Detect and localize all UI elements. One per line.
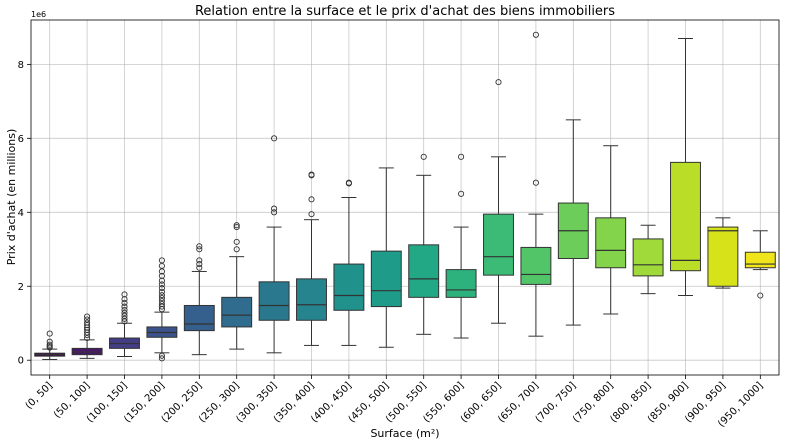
box-group <box>370 167 402 348</box>
outlier-point <box>158 297 165 305</box>
outlier-point <box>233 224 240 231</box>
box-group <box>632 224 664 295</box>
outlier-point <box>308 196 315 203</box>
outlier-point <box>158 285 165 292</box>
box <box>744 251 776 269</box>
outlier-point <box>458 190 465 197</box>
box <box>333 263 365 311</box>
outlier-point <box>121 299 128 306</box>
outlier-point <box>46 338 53 345</box>
box-group <box>109 291 140 358</box>
outlier-point <box>196 246 203 253</box>
box <box>258 281 290 321</box>
box <box>445 269 477 298</box>
x-tick-label: (0, 50] <box>24 380 55 411</box>
box <box>520 246 552 285</box>
box-group <box>520 31 552 337</box>
outlier-point <box>121 315 128 322</box>
box <box>707 226 739 287</box>
outlier-point <box>233 246 240 253</box>
y-axis-label: Prix d'achat (en millions) <box>5 129 18 266</box>
box-group <box>333 179 365 346</box>
box-group <box>595 145 627 315</box>
x-ticks: (0, 50](50, 100](100, 150](150, 200](200… <box>24 375 765 430</box>
outlier-point <box>84 319 91 326</box>
box-group <box>146 257 178 362</box>
y-tick-label: 6 <box>18 134 24 145</box>
outlier-point <box>345 179 352 186</box>
outlier-point <box>757 292 764 299</box>
outlier-point <box>121 309 128 316</box>
outlier-point <box>121 312 128 319</box>
box-group <box>221 222 253 350</box>
box <box>183 304 215 332</box>
box-group <box>258 135 290 354</box>
outlier-point <box>196 257 203 264</box>
outlier-point <box>158 292 165 299</box>
box-group <box>296 171 327 346</box>
box-group <box>557 119 589 326</box>
outlier-point <box>158 288 165 295</box>
outlier-point <box>158 352 165 359</box>
outlier-point <box>121 303 128 310</box>
box <box>408 244 440 298</box>
box <box>632 238 664 277</box>
box <box>670 161 701 272</box>
box-group <box>183 243 215 356</box>
outlier-point <box>121 291 128 298</box>
box-group <box>670 37 701 296</box>
box-group <box>34 330 66 360</box>
box-group <box>445 153 477 339</box>
outlier-point <box>308 211 315 218</box>
box <box>595 217 627 269</box>
box <box>221 296 253 328</box>
outlier-point <box>158 355 165 362</box>
outlier-point <box>196 243 203 250</box>
outlier-point <box>271 205 278 212</box>
outlier-point <box>271 209 278 216</box>
outlier-point <box>84 313 91 320</box>
outlier-point <box>420 153 427 160</box>
plot-frame <box>30 19 780 376</box>
outlier-point <box>84 316 91 323</box>
box-group <box>408 153 440 335</box>
outlier-point <box>196 264 203 271</box>
y-tick-label: 8 <box>18 60 24 71</box>
boxes <box>34 31 776 362</box>
outlier-point <box>196 261 203 268</box>
box-group <box>744 230 776 299</box>
outlier-point <box>158 300 165 308</box>
outlier-point <box>495 79 502 86</box>
box <box>296 278 327 321</box>
outlier-point <box>121 306 128 313</box>
chart-title: Relation entre la surface et le prix d'a… <box>195 4 615 19</box>
outlier-point <box>158 281 165 288</box>
outlier-point <box>46 330 53 337</box>
outlier-point <box>532 31 539 38</box>
box-group <box>71 313 103 359</box>
y-tick-label: 0 <box>18 356 24 367</box>
outlier-point <box>158 257 165 264</box>
y-scale-label: 1e6 <box>31 10 46 19</box>
y-ticks: 0 2 4 6 8 <box>18 60 31 367</box>
outlier-point <box>271 135 278 142</box>
y-tick-label: 2 <box>18 282 24 293</box>
outlier-point <box>233 238 240 245</box>
x-axis-label: Surface (m²) <box>370 427 439 440</box>
box <box>483 213 514 276</box>
outlier-point <box>158 272 165 279</box>
box-group <box>483 79 514 324</box>
outlier-point <box>46 341 53 348</box>
outlier-point <box>233 222 240 229</box>
box <box>370 250 402 308</box>
outlier-point <box>532 179 539 186</box>
outlier-point <box>308 171 315 178</box>
y-tick-label: 4 <box>18 208 24 219</box>
outlier-point <box>458 153 465 160</box>
box-group <box>707 217 739 289</box>
grid <box>31 20 779 375</box>
outlier-point <box>158 295 165 302</box>
